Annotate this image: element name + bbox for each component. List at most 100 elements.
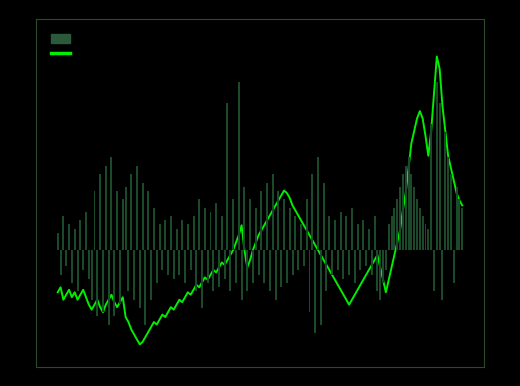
Bar xyxy=(292,249,293,274)
Bar xyxy=(88,249,90,279)
Bar xyxy=(119,249,121,304)
Bar xyxy=(373,216,375,249)
Bar xyxy=(184,249,186,283)
Bar xyxy=(354,249,356,283)
Bar xyxy=(141,183,144,249)
Legend: , : , xyxy=(41,24,85,68)
Bar xyxy=(215,203,217,249)
Bar xyxy=(368,229,370,249)
Bar xyxy=(444,132,446,249)
Bar xyxy=(394,208,395,249)
Bar xyxy=(71,249,73,283)
Bar xyxy=(314,249,316,333)
Bar xyxy=(272,174,274,249)
Bar xyxy=(410,174,412,249)
Bar xyxy=(181,220,183,249)
Bar xyxy=(280,249,282,287)
Bar xyxy=(96,249,98,317)
Bar xyxy=(385,249,387,271)
Bar xyxy=(218,249,220,287)
Bar xyxy=(246,249,248,291)
Bar xyxy=(382,249,384,283)
Bar xyxy=(311,174,314,249)
Bar xyxy=(82,249,84,271)
Bar xyxy=(365,249,367,266)
Bar xyxy=(68,224,70,249)
Bar xyxy=(331,249,333,274)
Bar xyxy=(108,249,110,325)
Bar xyxy=(351,208,353,249)
Bar xyxy=(153,208,155,249)
Bar xyxy=(340,212,342,249)
Bar xyxy=(156,249,158,283)
Bar xyxy=(159,224,161,249)
Bar xyxy=(204,208,206,249)
Bar xyxy=(85,212,87,249)
Bar xyxy=(348,249,350,274)
Bar xyxy=(187,224,189,249)
Bar xyxy=(303,249,305,266)
Bar xyxy=(419,208,421,249)
Bar xyxy=(402,174,404,249)
Bar xyxy=(62,216,64,249)
Bar xyxy=(176,229,177,249)
Bar xyxy=(379,249,381,300)
Bar xyxy=(294,216,296,249)
Bar xyxy=(105,166,107,249)
Bar xyxy=(161,249,163,271)
Bar xyxy=(190,249,192,271)
Bar xyxy=(147,191,149,249)
Bar xyxy=(201,249,203,308)
Bar xyxy=(317,157,319,249)
Bar xyxy=(74,229,76,249)
Bar xyxy=(283,199,285,249)
Bar xyxy=(427,229,430,249)
Bar xyxy=(221,216,223,249)
Bar xyxy=(133,249,135,300)
Bar xyxy=(122,199,124,249)
Bar xyxy=(275,249,277,300)
Bar xyxy=(178,249,180,274)
Bar xyxy=(416,199,418,249)
Bar xyxy=(90,249,93,300)
Bar xyxy=(150,249,152,300)
Bar xyxy=(424,224,426,249)
Bar xyxy=(459,199,460,249)
Bar xyxy=(266,183,268,249)
Bar xyxy=(255,208,257,249)
Bar xyxy=(277,191,279,249)
Bar xyxy=(125,187,126,249)
Bar xyxy=(198,199,200,249)
Bar xyxy=(232,199,234,249)
Bar xyxy=(300,224,302,249)
Bar xyxy=(269,249,271,291)
Bar xyxy=(229,249,231,291)
Bar xyxy=(439,103,440,249)
Bar xyxy=(334,220,336,249)
Bar xyxy=(224,249,226,279)
Bar xyxy=(376,249,379,291)
Bar xyxy=(99,174,101,249)
Bar xyxy=(450,174,452,249)
Bar xyxy=(345,216,347,249)
Bar xyxy=(447,157,449,249)
Bar xyxy=(362,220,364,249)
Bar xyxy=(173,249,175,279)
Bar xyxy=(127,249,129,291)
Bar xyxy=(238,82,240,249)
Bar xyxy=(210,212,212,249)
Bar xyxy=(453,249,455,283)
Bar xyxy=(249,199,251,249)
Bar xyxy=(357,224,359,249)
Bar xyxy=(308,249,310,312)
Bar xyxy=(371,249,373,274)
Bar xyxy=(192,216,194,249)
Bar xyxy=(405,166,407,249)
Bar xyxy=(60,249,61,274)
Bar xyxy=(391,216,393,249)
Bar xyxy=(243,187,245,249)
Bar xyxy=(396,199,398,249)
Bar xyxy=(430,124,432,249)
Bar xyxy=(297,249,299,271)
Bar xyxy=(57,233,59,249)
